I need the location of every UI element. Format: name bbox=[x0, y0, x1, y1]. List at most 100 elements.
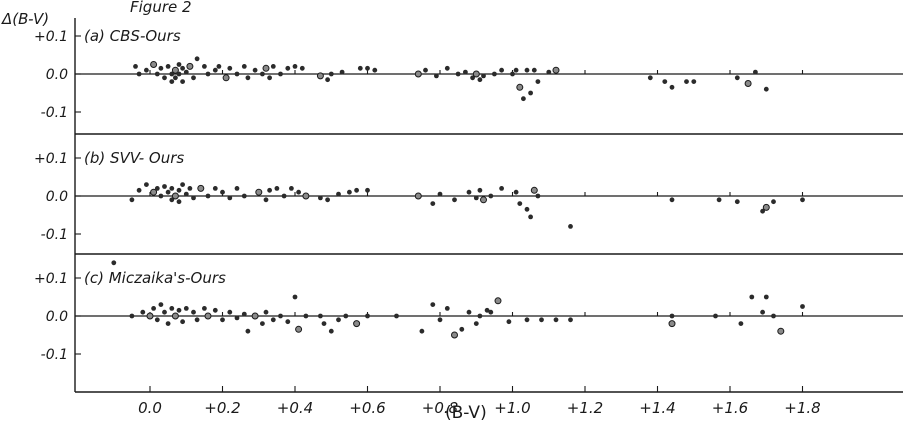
data-point bbox=[451, 331, 458, 339]
data-point bbox=[343, 313, 349, 319]
data-point bbox=[777, 327, 785, 335]
data-point bbox=[365, 313, 370, 319]
data-point bbox=[241, 311, 247, 317]
panel-1: (b) SVV- Ours +0.1 0.0 -0.1 bbox=[34, 149, 903, 243]
data-point bbox=[760, 309, 765, 315]
data-point bbox=[180, 319, 186, 325]
data-point bbox=[459, 326, 465, 332]
data-point bbox=[205, 71, 211, 77]
data-point bbox=[430, 201, 436, 207]
panel-2: (c) Miczaika's-Ours +0.1 0.0 -0.1 bbox=[34, 260, 903, 363]
x-ticks-group: 0.0 +0.2 +0.4 +0.6 +0.8 +1.0 +1.2 +1.4 +1.6 +1.8 bbox=[138, 386, 821, 417]
data-point bbox=[524, 67, 530, 73]
data-point bbox=[316, 72, 324, 80]
data-point bbox=[176, 71, 182, 77]
data-point bbox=[394, 313, 399, 319]
y-tick-label: +0.1 bbox=[34, 271, 68, 287]
y-tick-label: 0.0 bbox=[46, 309, 68, 325]
data-point bbox=[212, 186, 218, 191]
x-tick-label: +0.2 bbox=[204, 399, 240, 417]
data-point bbox=[299, 65, 305, 71]
data-point bbox=[470, 75, 475, 81]
data-point bbox=[318, 195, 323, 201]
data-point bbox=[183, 306, 189, 311]
data-point bbox=[336, 317, 341, 323]
data-point bbox=[353, 320, 361, 328]
data-point bbox=[535, 79, 541, 84]
data-point bbox=[463, 69, 468, 75]
data-point bbox=[270, 317, 276, 323]
data-point bbox=[684, 79, 689, 84]
data-point bbox=[176, 199, 182, 205]
data-point bbox=[197, 184, 205, 192]
x-tick-label: 0.0 bbox=[138, 399, 162, 417]
data-point bbox=[713, 313, 718, 319]
data-point bbox=[278, 71, 283, 77]
data-point bbox=[552, 66, 560, 74]
data-point bbox=[263, 197, 269, 203]
panel-0: (a) CBS-Ours +0.1 0.0 -0.1 bbox=[34, 27, 903, 121]
data-point bbox=[252, 67, 258, 73]
data-point bbox=[763, 294, 769, 300]
data-point bbox=[216, 64, 222, 69]
data-point bbox=[437, 317, 443, 323]
x-tick-label: +0.4 bbox=[277, 399, 313, 417]
data-point bbox=[234, 71, 240, 77]
data-point bbox=[150, 61, 158, 68]
data-point bbox=[521, 96, 526, 102]
panel-label: (b) SVV- Ours bbox=[84, 149, 184, 167]
data-point bbox=[800, 197, 805, 203]
data-point bbox=[419, 328, 425, 334]
data-point bbox=[762, 203, 770, 211]
data-point bbox=[444, 306, 450, 311]
data-point bbox=[186, 62, 194, 70]
data-point bbox=[753, 69, 758, 75]
data-point bbox=[144, 67, 149, 73]
data-point bbox=[150, 188, 158, 196]
x-tick-label: +1.2 bbox=[567, 399, 603, 417]
data-point bbox=[473, 195, 479, 201]
data-point bbox=[140, 309, 146, 315]
data-point bbox=[455, 71, 461, 77]
data-point bbox=[180, 65, 186, 71]
data-point bbox=[146, 312, 154, 320]
data-point bbox=[302, 192, 310, 200]
data-point bbox=[169, 197, 175, 203]
data-point bbox=[763, 86, 769, 92]
data-point bbox=[212, 307, 218, 313]
data-point bbox=[129, 313, 135, 319]
data-point bbox=[444, 65, 450, 71]
data-point bbox=[158, 302, 164, 307]
data-point bbox=[212, 67, 218, 73]
data-point bbox=[162, 309, 167, 315]
data-point bbox=[154, 186, 160, 191]
data-point bbox=[506, 319, 512, 325]
y-tick-label: +0.1 bbox=[34, 151, 68, 167]
data-point bbox=[176, 62, 182, 67]
data-point bbox=[180, 182, 186, 188]
data-point bbox=[111, 260, 117, 266]
data-point bbox=[354, 187, 359, 193]
data-point bbox=[295, 325, 303, 333]
data-point bbox=[336, 191, 341, 197]
data-point bbox=[691, 79, 697, 84]
panel-label: (c) Miczaika's-Ours bbox=[84, 269, 226, 287]
data-point bbox=[220, 317, 225, 323]
data-point bbox=[524, 206, 530, 212]
data-point bbox=[204, 312, 212, 320]
data-point bbox=[473, 321, 479, 326]
data-point bbox=[484, 307, 490, 313]
data-point bbox=[285, 65, 291, 71]
data-point bbox=[365, 187, 370, 193]
data-point bbox=[187, 186, 193, 191]
data-point bbox=[158, 65, 164, 71]
data-point bbox=[546, 69, 552, 75]
data-point bbox=[227, 65, 233, 71]
data-point bbox=[151, 306, 157, 311]
data-point bbox=[414, 192, 422, 200]
data-point bbox=[165, 189, 171, 195]
data-point bbox=[262, 64, 270, 72]
data-point bbox=[771, 313, 776, 319]
data-point bbox=[171, 312, 179, 320]
